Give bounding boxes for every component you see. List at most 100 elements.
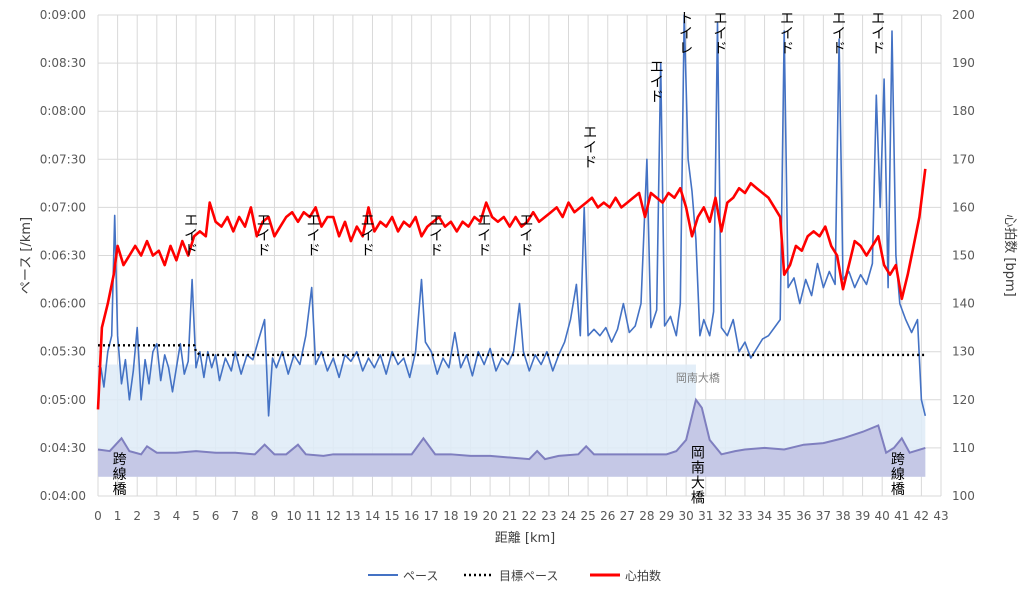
x-tick-label: 9 [271, 509, 279, 523]
y-left-tick-label: 0:04:30 [40, 441, 86, 455]
annotation-char: イ [477, 228, 491, 244]
x-tick-label: 43 [933, 509, 948, 523]
x-tick-label: 1 [114, 509, 122, 523]
annotation-char: レ [679, 41, 693, 57]
annotation-char: エ [713, 11, 727, 27]
annotation-char: 橋 [691, 491, 705, 507]
annotation-char: エ [871, 11, 885, 27]
x-tick-label: 2 [133, 509, 141, 523]
y-left-tick-label: 0:08:30 [40, 56, 86, 70]
x-tick-label: 37 [816, 509, 831, 523]
annotation-label: エイド [780, 11, 794, 57]
legend-item: 目標ペース [464, 569, 558, 583]
y-right-tick-label: 200 [952, 8, 975, 22]
x-tick-label: 8 [251, 509, 259, 523]
annotation-label: 跨線橋 [891, 452, 905, 498]
x-tick-label: 16 [404, 509, 419, 523]
elevation-line [97, 397, 926, 461]
annotation-char: イ [519, 228, 533, 244]
x-tick-label: 21 [502, 509, 517, 523]
y-left-tick-label: 0:09:00 [40, 8, 86, 22]
annotation-label: エイド [583, 125, 597, 171]
y-right-tick-label: 100 [952, 489, 975, 503]
annotation-char: 橋 [891, 482, 905, 498]
annotation-char: イ [257, 228, 271, 244]
x-tick-label: 39 [855, 509, 870, 523]
x-tick-label: 24 [561, 509, 576, 523]
annotation-char: 線 [891, 467, 905, 483]
y-left-tick-label: 0:04:00 [40, 489, 86, 503]
x-tick-label: 0 [94, 509, 102, 523]
x-axis-title: 距離 [km] [495, 531, 555, 546]
annotation-char: イ [871, 26, 885, 42]
y-left-tick-label: 0:06:00 [40, 297, 86, 311]
x-tick-label: 7 [231, 509, 239, 523]
annotation-char: ド [650, 89, 664, 105]
annotation-char: 橋 [113, 482, 127, 498]
annotation-label: トイレ [679, 11, 693, 57]
annotation-char: ド [519, 243, 533, 259]
annotation-char: イ [713, 26, 727, 42]
y-left-tick-label: 0:08:00 [40, 104, 86, 118]
y-right-tick-label: 150 [952, 249, 975, 263]
band-label: 岡南大橋 [676, 370, 720, 384]
legend-item: 心拍数 [590, 568, 661, 583]
x-tick-label: 36 [796, 509, 811, 523]
target-pace-line [98, 344, 926, 357]
x-tick-label: 25 [580, 509, 595, 523]
y-right-tick-label: 110 [952, 441, 975, 455]
x-tick-label: 32 [718, 509, 733, 523]
x-tick-label: 38 [835, 509, 850, 523]
annotation-char: エ [832, 11, 846, 27]
annotation-char: エ [650, 59, 664, 75]
x-tick-label: 41 [894, 509, 909, 523]
y-right-tick-label: 160 [952, 200, 975, 214]
x-tick-label: 26 [600, 509, 615, 523]
y-right-tick-label: 130 [952, 345, 975, 359]
x-tick-label: 33 [737, 509, 752, 523]
annotation-label: 岡南大橋 [691, 446, 705, 507]
annotation-char: ド [583, 155, 597, 171]
annotation-label: エイド [650, 59, 664, 105]
annotation-label: エイド [257, 213, 271, 259]
x-tick-label: 40 [875, 509, 890, 523]
x-tick-label: 31 [698, 509, 713, 523]
annotation-char: エ [361, 213, 375, 229]
annotation-char: ド [780, 41, 794, 57]
annotation-label: エイド [871, 11, 885, 57]
legend-item: ペース [368, 569, 438, 583]
x-tick-label: 17 [424, 509, 439, 523]
annotation-char: イ [780, 26, 794, 42]
y-right-tick-label: 180 [952, 104, 975, 118]
annotation-char: イ [832, 26, 846, 42]
annotation-char: エ [429, 213, 443, 229]
annotation-label: エイド [429, 213, 443, 259]
annotation-label: エイド [713, 11, 727, 57]
annotation-char: 岡 [691, 446, 705, 462]
annotation-char: イ [361, 228, 375, 244]
annotation-char: 大 [691, 476, 705, 492]
annotation-char: イ [679, 26, 693, 42]
annotation-label: エイド [477, 213, 491, 259]
heart-rate-line [96, 168, 927, 410]
annotation-char: 跨 [891, 452, 905, 468]
x-tick-label: 3 [153, 509, 161, 523]
x-tick-label: 18 [443, 509, 458, 523]
x-tick-label: 12 [326, 509, 341, 523]
annotation-char: ド [832, 41, 846, 57]
x-tick-label: 29 [659, 509, 674, 523]
y-left-axis-title: ペース [/km] [19, 217, 34, 294]
annotation-char: エ [307, 213, 321, 229]
x-tick-label: 4 [173, 509, 181, 523]
legend: ペース 目標ペース 心拍数 [368, 568, 661, 583]
y-left-tick-label: 0:07:00 [40, 200, 86, 214]
legend-label: 目標ペース [499, 569, 558, 583]
x-tick-label: 35 [777, 509, 792, 523]
x-tick-label: 19 [463, 509, 478, 523]
annotation-label: 跨線橋 [113, 452, 127, 498]
x-tick-label: 22 [522, 509, 537, 523]
annotation-label: エイド [361, 213, 375, 259]
annotation-label: エイド [519, 213, 533, 259]
annotation-char: イ [307, 228, 321, 244]
x-tick-label: 15 [384, 509, 399, 523]
